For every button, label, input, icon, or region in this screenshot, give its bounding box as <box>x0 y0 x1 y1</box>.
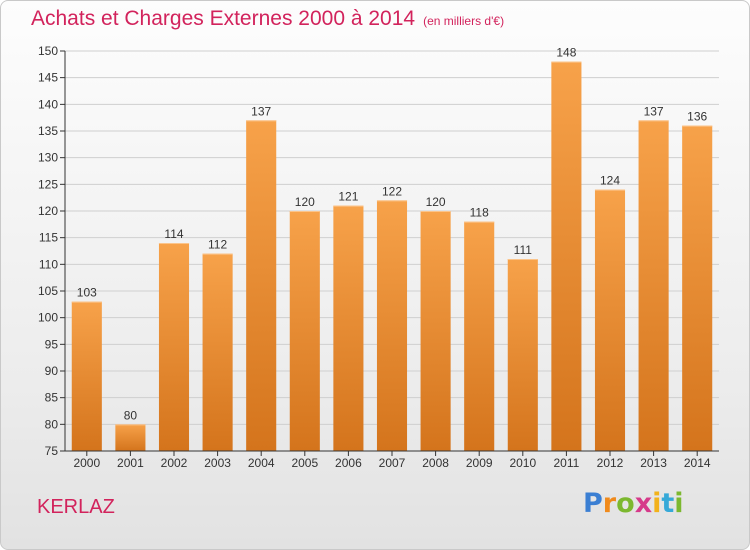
data-label: 137 <box>644 104 664 118</box>
bar <box>420 211 451 451</box>
x-tick-label: 2007 <box>379 456 406 470</box>
data-label: 111 <box>514 243 533 257</box>
data-label: 122 <box>382 184 402 198</box>
commune-name: KERLAZ <box>37 496 115 518</box>
bar <box>333 205 364 451</box>
y-tick-label: 85 <box>45 391 59 405</box>
x-tick-label: 2000 <box>73 456 100 470</box>
y-tick-label: 75 <box>45 444 59 458</box>
bar <box>71 301 102 451</box>
bar <box>507 259 538 451</box>
bar <box>594 189 626 451</box>
x-tick-label: 2013 <box>640 456 667 470</box>
y-tick-label: 80 <box>45 417 59 431</box>
bar-layer <box>71 61 713 452</box>
x-tick-label: 2002 <box>161 456 188 470</box>
data-label: 103 <box>77 286 97 300</box>
data-label: 148 <box>556 46 576 60</box>
data-label: 136 <box>687 110 707 124</box>
bar <box>158 243 190 451</box>
y-tick-label: 125 <box>38 177 58 191</box>
data-label: 121 <box>338 190 358 204</box>
chart-unit: (en milliers d'€) <box>423 14 505 28</box>
y-tick-label: 100 <box>38 311 58 325</box>
logo-letter: o <box>616 488 635 519</box>
bar <box>202 253 233 451</box>
x-tick-label: 2003 <box>204 456 231 470</box>
data-label: 124 <box>600 174 620 188</box>
x-tick-label: 2001 <box>117 456 144 470</box>
data-label: 120 <box>426 195 446 209</box>
axis-layer: 75 80 85 90 95 100 105 110 115 120 125 130 135 140 145… <box>38 44 719 470</box>
logo-letter: i <box>674 488 684 519</box>
bar <box>682 125 713 452</box>
x-tick-label: 2011 <box>553 456 579 470</box>
bar <box>638 120 669 451</box>
logo-letter: x <box>634 488 653 519</box>
y-tick-label: 120 <box>38 204 58 218</box>
bar <box>551 61 582 452</box>
proxiti-logo: Proxiti <box>583 488 684 519</box>
x-tick-label: 2004 <box>248 456 275 470</box>
data-label: 118 <box>470 206 489 220</box>
logo-letter: P <box>583 488 603 519</box>
x-tick-label: 2008 <box>422 456 449 470</box>
data-label: 137 <box>251 104 271 118</box>
bar <box>289 211 320 451</box>
bar <box>115 424 146 451</box>
x-tick-label: 2009 <box>466 456 493 470</box>
y-tick-label: 90 <box>45 364 59 378</box>
chart-title: Achats et Charges Externes 2000 à 2014 (e… <box>31 7 504 31</box>
bar <box>246 120 277 451</box>
x-tick-label: 2014 <box>684 456 711 470</box>
x-tick-label: 2012 <box>597 456 624 470</box>
x-tick-label: 2006 <box>335 456 362 470</box>
label-layer: 103 80 114 112 137 120 121 122 120 118 111 148 124 13… <box>77 46 708 423</box>
chart-title-text: Achats et Charges Externes 2000 à 2014 <box>31 7 416 30</box>
bar <box>464 221 495 451</box>
y-tick-label: 95 <box>45 337 59 351</box>
x-tick-label: 2010 <box>509 456 536 470</box>
x-tick-label: 2005 <box>291 456 318 470</box>
y-tick-label: 150 <box>38 44 58 58</box>
data-label: 112 <box>208 238 227 252</box>
data-label: 114 <box>164 227 183 241</box>
y-tick-label: 130 <box>38 151 58 165</box>
y-tick-label: 135 <box>38 124 58 138</box>
logo-letter: i <box>652 488 662 519</box>
data-label: 120 <box>295 195 315 209</box>
bar <box>376 200 408 451</box>
y-tick-label: 105 <box>38 284 58 298</box>
data-label: 80 <box>124 408 138 422</box>
y-tick-label: 145 <box>38 71 58 85</box>
logo-letter: r <box>602 488 617 519</box>
y-tick-label: 110 <box>39 257 58 271</box>
y-tick-label: 140 <box>38 97 58 111</box>
y-tick-label: 115 <box>39 231 58 245</box>
logo-letter: t <box>661 488 675 519</box>
